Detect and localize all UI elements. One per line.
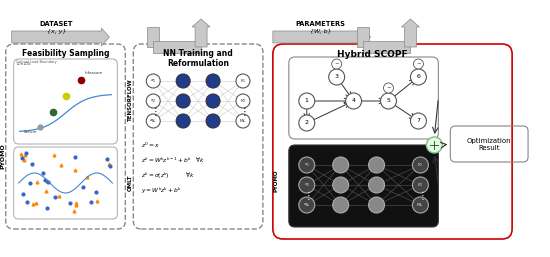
Text: Hybrid SCOPF: Hybrid SCOPF (337, 50, 408, 59)
Circle shape (412, 177, 428, 193)
Text: $y_{N_y}$: $y_{N_y}$ (416, 201, 425, 209)
Circle shape (368, 157, 384, 173)
Circle shape (176, 74, 190, 88)
Text: $x_1$: $x_1$ (150, 77, 156, 85)
Text: Critical Load Boundary: Critical Load Boundary (16, 60, 56, 64)
Circle shape (368, 177, 384, 193)
Text: DATASET: DATASET (40, 21, 73, 27)
Text: $y_1$: $y_1$ (240, 77, 246, 85)
Circle shape (426, 137, 442, 153)
Circle shape (414, 59, 424, 69)
Circle shape (381, 93, 397, 109)
Circle shape (410, 113, 426, 129)
Circle shape (206, 94, 220, 108)
Text: Feasibility Sampling: Feasibility Sampling (22, 49, 109, 58)
Circle shape (333, 177, 349, 193)
Text: PYOMO: PYOMO (273, 169, 278, 192)
Text: $y_2$: $y_2$ (417, 181, 424, 189)
Text: 6: 6 (416, 75, 420, 79)
Text: 2: 2 (305, 121, 309, 125)
Text: 4: 4 (351, 98, 356, 104)
Text: Infeasure: Infeasure (84, 71, 102, 75)
Circle shape (412, 197, 428, 213)
Text: {x, y}: {x, y} (47, 29, 67, 33)
Text: PYOMO: PYOMO (0, 144, 5, 169)
Text: 7: 7 (416, 118, 420, 124)
Text: $y_1$: $y_1$ (417, 161, 424, 169)
FancyArrow shape (356, 27, 369, 47)
Text: OMLT: OMLT (128, 175, 133, 191)
Circle shape (345, 93, 361, 109)
Circle shape (299, 177, 315, 193)
Circle shape (146, 94, 160, 108)
FancyArrow shape (147, 27, 160, 47)
Text: {W, b}: {W, b} (310, 29, 332, 33)
Circle shape (206, 74, 220, 88)
Text: $y = W^k z^k + b^k$: $y = W^k z^k + b^k$ (141, 186, 183, 196)
Circle shape (176, 114, 190, 128)
Circle shape (368, 197, 384, 213)
Text: 5: 5 (387, 98, 390, 104)
FancyArrow shape (12, 28, 109, 46)
Text: $y_2$: $y_2$ (240, 97, 246, 105)
Text: $⋮$: $⋮$ (303, 188, 310, 201)
Text: $y_{N_y}$: $y_{N_y}$ (239, 117, 247, 125)
Text: Secure: Secure (24, 130, 37, 134)
Text: Optimization
Result: Optimization Result (467, 137, 512, 151)
Text: $x_2$: $x_2$ (304, 181, 310, 189)
Text: ~: ~ (386, 86, 391, 90)
Circle shape (299, 157, 315, 173)
Circle shape (146, 114, 160, 128)
Text: $z^k = \sigma(z^k) \qquad\quad \forall k$: $z^k = \sigma(z^k) \qquad\quad \forall k… (141, 171, 195, 181)
Text: TENSORFLOW: TENSORFLOW (128, 78, 133, 121)
Text: $z^k = W^k z^{k-1} + b^k \quad \forall k$: $z^k = W^k z^{k-1} + b^k \quad \forall k… (141, 156, 206, 165)
Text: $⋮$: $⋮$ (417, 188, 424, 201)
Circle shape (299, 197, 315, 213)
Text: $⋮$: $⋮$ (239, 105, 246, 117)
Text: PARAMETERS: PARAMETERS (296, 21, 345, 27)
Circle shape (176, 94, 190, 108)
FancyArrow shape (192, 19, 210, 47)
Text: ~: ~ (334, 61, 339, 67)
Text: $\mathcal{L}\approx\mathcal{L}_{SL}$: $\mathcal{L}\approx\mathcal{L}_{SL}$ (16, 61, 32, 68)
Circle shape (332, 59, 342, 69)
Text: $x_1$: $x_1$ (304, 161, 310, 169)
Circle shape (236, 94, 250, 108)
Circle shape (412, 157, 428, 173)
FancyArrow shape (362, 41, 410, 53)
Circle shape (333, 157, 349, 173)
Text: $x_2$: $x_2$ (150, 97, 156, 105)
Text: NN Training and
Reformulation: NN Training and Reformulation (163, 49, 233, 68)
Circle shape (299, 115, 315, 131)
Text: $x_{N_x}$: $x_{N_x}$ (303, 201, 311, 209)
Text: 3: 3 (334, 75, 339, 79)
Circle shape (236, 74, 250, 88)
Circle shape (333, 197, 349, 213)
Text: 1: 1 (305, 98, 309, 104)
FancyArrow shape (273, 28, 371, 46)
FancyArrow shape (402, 19, 420, 47)
Circle shape (329, 69, 345, 85)
FancyBboxPatch shape (289, 145, 438, 227)
Circle shape (299, 93, 315, 109)
Text: $x_{N_x}$: $x_{N_x}$ (149, 117, 157, 125)
Circle shape (383, 83, 393, 93)
FancyArrow shape (153, 41, 201, 53)
Text: ~: ~ (416, 61, 421, 67)
Circle shape (146, 74, 160, 88)
Circle shape (410, 69, 426, 85)
Text: $z^0 = x$: $z^0 = x$ (141, 141, 160, 150)
Circle shape (206, 114, 220, 128)
Circle shape (236, 114, 250, 128)
Text: $⋮$: $⋮$ (150, 105, 157, 117)
